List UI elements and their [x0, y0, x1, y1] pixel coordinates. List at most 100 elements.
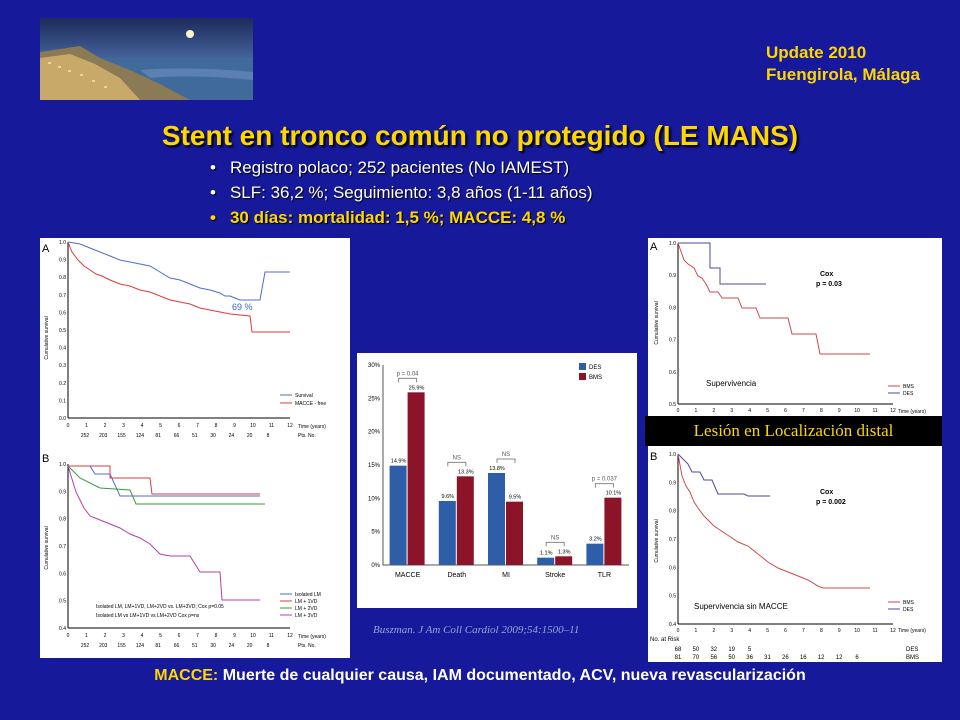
y-tick-label: 15% — [368, 463, 381, 469]
panel-letter: B — [650, 451, 657, 463]
p-value-label: p = 0.037 — [592, 477, 618, 483]
legend-2vd: LM + 2VD — [295, 606, 318, 612]
legend-bms: BMS — [903, 600, 915, 606]
x-axis-label: Time (years) — [298, 634, 326, 640]
y-tick-label: 0.6 — [59, 571, 66, 577]
x-tick-label: 0 — [67, 423, 70, 429]
risk-count: 20 — [247, 433, 253, 439]
risk-bms-count: 12 — [818, 655, 825, 661]
x-tick-label: 3 — [730, 408, 733, 414]
x-tick-label: 10 — [250, 633, 256, 639]
pts-label: Pts. No. — [298, 433, 316, 439]
x-tick-label: 0 — [67, 633, 70, 639]
y-tick-label: 0.4 — [59, 346, 66, 352]
y-tick-label: 0.1 — [59, 398, 66, 404]
risk-des-count: 5 — [748, 647, 752, 653]
y-tick-label: 0.5 — [59, 328, 66, 334]
category-label: Death — [447, 572, 466, 579]
x-tick-label: 2 — [104, 423, 107, 429]
risk-bms-count: 81 — [675, 655, 682, 661]
right-top-figure: A 1.0 0.9 0.8 0.7 0.6 0.5 0 1 2 3 4 5 6 7 8 9 10 11 12 Cu… — [648, 238, 942, 416]
survival-curve — [67, 241, 290, 301]
risk-count: 252 — [81, 433, 90, 439]
legend-1vd: LM + 1VD — [295, 599, 318, 605]
y-tick-label: 0.3 — [59, 363, 66, 369]
x-tick-label: 12 — [890, 408, 896, 414]
bar-des — [389, 465, 407, 565]
risk-count: 30 — [210, 433, 216, 439]
legend-macce: MACCE - free — [295, 401, 326, 407]
x-tick-label: 12 — [287, 633, 293, 639]
pts-label: Pts. No. — [298, 643, 316, 649]
x-tick-label: 2 — [712, 628, 715, 634]
macce-definition: MACCE: Muerte de cualquier causa, IAM do… — [0, 667, 960, 685]
x-axis-label: Time (years) — [298, 424, 326, 430]
significance-bracket — [594, 483, 614, 488]
y-tick-label: 0.6 — [59, 310, 66, 316]
x-tick-label: 8 — [820, 408, 823, 414]
y-tick-label: 1.0 — [59, 462, 66, 468]
bullet-item: 30 días: mortalidad: 1,5 %; MACCE: 4,8 % — [210, 205, 593, 230]
bar-value-label: 9.5% — [509, 495, 522, 501]
bar-value-label: 13.3% — [458, 469, 474, 475]
legend-isolated: Isolated LM — [295, 592, 321, 598]
p-value-label: NS — [502, 452, 510, 458]
des-curve — [677, 453, 770, 497]
legend-des: DES — [903, 391, 914, 397]
y-axis-label: Cumulative survival — [44, 526, 50, 569]
risk-des-count: 19 — [728, 647, 735, 653]
y-tick-label: 0.5 — [669, 594, 676, 600]
bullet-text: Registro polaco; 252 pacientes (No IAMES… — [229, 158, 570, 177]
x-tick-label: 4 — [748, 628, 751, 634]
x-tick-label: 6 — [178, 633, 181, 639]
legend-survival: Survival — [295, 393, 313, 399]
right-bottom-legend: BMS DES — [888, 600, 915, 613]
lm-1vd-curve — [68, 465, 260, 495]
x-tick-label: 5 — [766, 408, 769, 414]
cox-note-2: Isolated LM vs LM+1VD vs LM+2VD Cox p=ns — [96, 613, 200, 619]
risk-bms-count: 12 — [836, 655, 843, 661]
y-tick-label: 0.0 — [59, 416, 66, 422]
x-tick-label: 8 — [215, 423, 218, 429]
x-tick-label: 9 — [233, 633, 236, 639]
bar-bms — [407, 392, 425, 565]
isolated-lm-curve — [68, 465, 260, 497]
y-tick-label: 1.0 — [669, 241, 676, 247]
right-bottom-yticks: 1.0 0.9 0.8 0.7 0.6 0.5 0.4 — [669, 452, 676, 628]
x-tick-label: 6 — [784, 628, 787, 634]
x-tick-label: 1 — [85, 633, 88, 639]
bar-value-label: 9.6% — [442, 494, 455, 500]
meeting-name: Update 2010 — [766, 43, 867, 62]
x-tick-label: 10 — [854, 628, 860, 634]
x-tick-label: 10 — [250, 423, 256, 429]
bar-value-label: 3.2% — [589, 537, 602, 543]
risk-des-count: 50 — [693, 647, 700, 653]
bar-value-label: 1.3% — [558, 549, 571, 555]
x-tick-label: 3 — [122, 633, 125, 639]
y-tick-label: 0.9 — [669, 480, 676, 486]
y-tick-label: 0.6 — [669, 565, 676, 571]
significance-bracket — [398, 377, 418, 383]
y-tick-label: 0.8 — [59, 517, 66, 523]
y-tick-label: 5% — [371, 530, 380, 536]
y-tick-label: 0.5 — [669, 402, 676, 408]
x-tick-label: 5 — [159, 423, 162, 429]
risk-bms-count: 31 — [764, 655, 771, 661]
bar-chart: DES BMS 0% 5% 10% 15% 20% 25% 30% 14.9% 25.9% MAC… — [368, 363, 629, 579]
y-tick-label: 0.7 — [59, 544, 66, 550]
right-top-yticks: 1.0 0.9 0.8 0.7 0.6 0.5 — [669, 241, 676, 408]
risk-count: 66 — [174, 433, 180, 439]
risk-count: 124 — [136, 643, 145, 649]
y-tick-label: 0.6 — [669, 370, 676, 376]
bar-value-label: 10.1% — [606, 491, 622, 497]
bar-bms — [555, 556, 573, 565]
cox-label: Cox — [820, 271, 833, 278]
bar-chart-panel: DES BMS 0% 5% 10% 15% 20% 25% 30% 14.9% 25.9% MAC… — [357, 353, 637, 608]
y-axis-label: Cumulative survival — [44, 316, 50, 359]
legend-3vd: LM + 3VD — [295, 613, 318, 619]
risk-des-count: 68 — [675, 647, 682, 653]
left-top-yticks: 1.0 0.9 0.8 0.7 0.6 0.5 0.4 0.3 0.2 0.1 0.0 — [59, 240, 66, 422]
x-tick-label: 1 — [695, 628, 698, 634]
risk-table-label: No. at Risk — [650, 637, 680, 643]
